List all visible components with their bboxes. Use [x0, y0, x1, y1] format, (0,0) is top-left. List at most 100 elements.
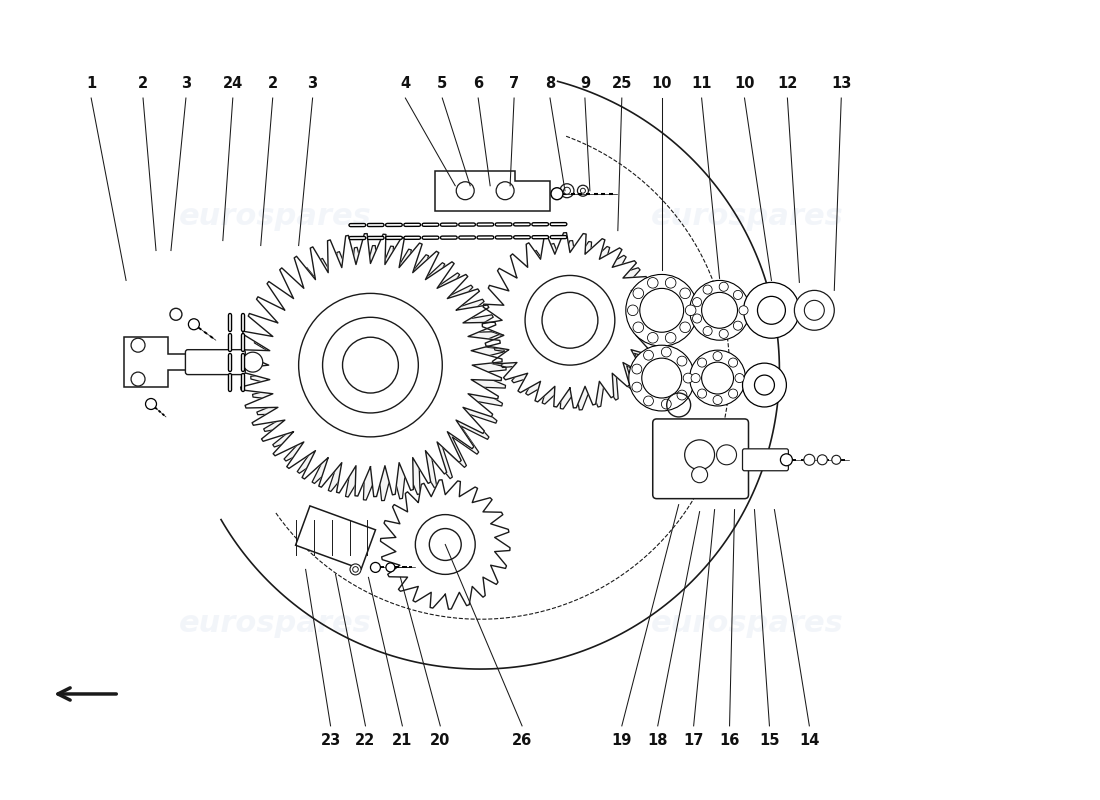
Text: 5: 5: [437, 76, 448, 90]
Circle shape: [353, 566, 359, 572]
Circle shape: [684, 440, 715, 470]
Text: eurospares: eurospares: [651, 202, 844, 231]
Circle shape: [496, 182, 514, 200]
Circle shape: [641, 358, 682, 398]
Text: 24: 24: [222, 76, 243, 90]
Text: 19: 19: [612, 734, 632, 748]
Text: 21: 21: [393, 734, 412, 748]
Circle shape: [697, 389, 706, 398]
Circle shape: [817, 455, 827, 465]
Text: eurospares: eurospares: [179, 202, 372, 231]
Circle shape: [145, 398, 156, 410]
Circle shape: [703, 285, 712, 294]
Text: 22: 22: [355, 734, 375, 748]
Circle shape: [804, 300, 824, 320]
Circle shape: [632, 382, 641, 392]
Polygon shape: [482, 233, 658, 408]
Text: 2: 2: [138, 76, 148, 90]
Circle shape: [693, 314, 702, 323]
Circle shape: [578, 186, 588, 196]
Circle shape: [735, 374, 744, 382]
FancyBboxPatch shape: [652, 419, 748, 498]
Text: 3: 3: [180, 76, 191, 90]
Circle shape: [661, 399, 671, 409]
Circle shape: [744, 282, 800, 338]
Circle shape: [680, 322, 691, 333]
Circle shape: [661, 347, 671, 357]
Text: 8: 8: [544, 76, 556, 90]
Text: 16: 16: [719, 734, 739, 748]
Text: 2: 2: [267, 76, 278, 90]
Text: 10: 10: [735, 76, 755, 90]
Circle shape: [350, 564, 361, 575]
Circle shape: [640, 288, 684, 332]
Circle shape: [666, 278, 676, 288]
Circle shape: [131, 372, 145, 386]
Circle shape: [692, 466, 707, 482]
Text: 14: 14: [800, 734, 820, 748]
Text: 12: 12: [778, 76, 798, 90]
Text: 9: 9: [580, 76, 590, 90]
Circle shape: [780, 454, 792, 466]
Text: 11: 11: [692, 76, 712, 90]
Circle shape: [563, 187, 571, 194]
Circle shape: [666, 333, 676, 343]
Circle shape: [581, 188, 585, 194]
Text: 26: 26: [512, 734, 532, 748]
Circle shape: [632, 288, 644, 298]
Text: eurospares: eurospares: [179, 609, 372, 638]
Circle shape: [739, 306, 748, 315]
Circle shape: [371, 562, 381, 572]
Polygon shape: [492, 241, 661, 410]
Circle shape: [728, 358, 738, 367]
Circle shape: [685, 305, 696, 316]
Circle shape: [690, 281, 749, 340]
Circle shape: [629, 345, 694, 411]
Circle shape: [644, 396, 653, 406]
Text: 10: 10: [651, 76, 672, 90]
Circle shape: [734, 290, 742, 299]
Circle shape: [719, 330, 728, 338]
Circle shape: [697, 358, 706, 367]
Circle shape: [626, 274, 697, 346]
Circle shape: [690, 350, 746, 406]
Text: 4: 4: [400, 76, 410, 90]
Circle shape: [713, 352, 722, 361]
Circle shape: [680, 288, 691, 298]
Circle shape: [716, 445, 737, 465]
Circle shape: [131, 338, 145, 352]
Circle shape: [632, 364, 641, 374]
Polygon shape: [124, 338, 188, 387]
Polygon shape: [296, 506, 375, 569]
Polygon shape: [239, 234, 502, 497]
Text: 7: 7: [509, 76, 519, 90]
Circle shape: [755, 375, 774, 395]
Circle shape: [243, 352, 263, 372]
Circle shape: [693, 298, 702, 306]
FancyBboxPatch shape: [742, 449, 789, 470]
Circle shape: [648, 333, 658, 343]
Polygon shape: [381, 480, 510, 609]
Circle shape: [691, 374, 701, 382]
Circle shape: [703, 326, 712, 335]
Circle shape: [644, 350, 653, 360]
Circle shape: [551, 188, 563, 200]
Text: 17: 17: [683, 734, 704, 748]
Circle shape: [542, 292, 598, 348]
Circle shape: [713, 395, 722, 405]
Circle shape: [188, 318, 199, 330]
Circle shape: [832, 455, 840, 464]
Circle shape: [648, 278, 658, 288]
Circle shape: [525, 275, 615, 365]
Circle shape: [632, 322, 644, 333]
Circle shape: [322, 318, 418, 413]
Text: 23: 23: [320, 734, 341, 748]
Circle shape: [560, 184, 574, 198]
Text: 20: 20: [430, 734, 451, 748]
Circle shape: [742, 363, 786, 407]
Circle shape: [386, 563, 395, 572]
Circle shape: [719, 282, 728, 291]
Circle shape: [728, 389, 738, 398]
Circle shape: [702, 292, 737, 328]
Circle shape: [734, 321, 742, 330]
